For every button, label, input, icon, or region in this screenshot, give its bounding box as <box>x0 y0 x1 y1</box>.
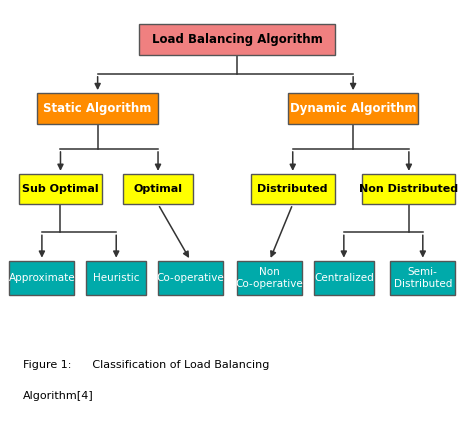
Text: Heuristic: Heuristic <box>93 273 139 283</box>
FancyBboxPatch shape <box>237 260 302 295</box>
Text: Static Algorithm: Static Algorithm <box>44 102 152 115</box>
FancyBboxPatch shape <box>390 260 456 295</box>
FancyBboxPatch shape <box>37 93 158 124</box>
FancyBboxPatch shape <box>139 23 335 55</box>
Text: Centralized: Centralized <box>314 273 374 283</box>
FancyBboxPatch shape <box>86 260 146 295</box>
Text: Sub Optimal: Sub Optimal <box>22 184 99 194</box>
FancyBboxPatch shape <box>314 260 374 295</box>
Text: Dynamic Algorithm: Dynamic Algorithm <box>290 102 416 115</box>
Text: Algorithm[4]: Algorithm[4] <box>23 391 94 401</box>
Text: Co-operative: Co-operative <box>157 273 224 283</box>
Text: Approximate: Approximate <box>9 273 75 283</box>
Text: Semi-
Distributed: Semi- Distributed <box>393 267 452 289</box>
FancyBboxPatch shape <box>18 174 102 204</box>
FancyBboxPatch shape <box>123 174 193 204</box>
FancyBboxPatch shape <box>288 93 418 124</box>
Text: Figure 1:      Classification of Load Balancing: Figure 1: Classification of Load Balanci… <box>23 361 270 370</box>
Text: Non Distributed: Non Distributed <box>359 184 458 194</box>
FancyBboxPatch shape <box>158 260 223 295</box>
Text: Distributed: Distributed <box>257 184 328 194</box>
Text: Optimal: Optimal <box>134 184 182 194</box>
FancyBboxPatch shape <box>363 174 456 204</box>
Text: Non
Co-operative: Non Co-operative <box>236 267 303 289</box>
FancyBboxPatch shape <box>251 174 335 204</box>
Text: Load Balancing Algorithm: Load Balancing Algorithm <box>152 33 322 46</box>
FancyBboxPatch shape <box>9 260 74 295</box>
